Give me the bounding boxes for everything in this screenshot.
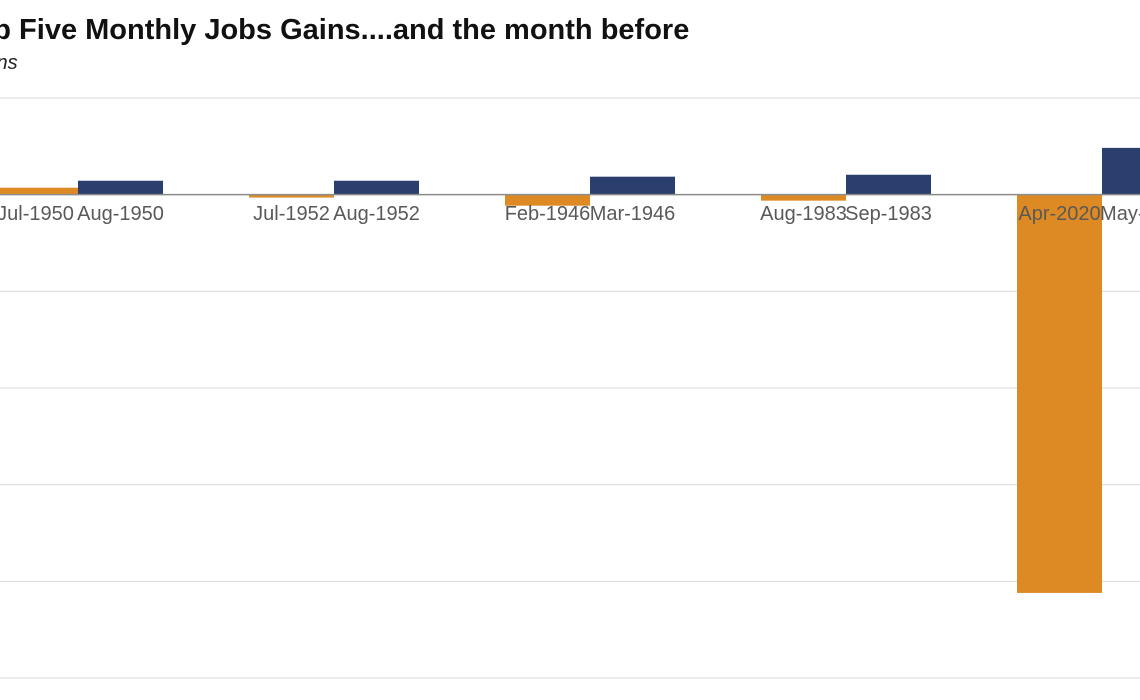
labels: Jul-1950 Aug-1950 Jul-1952 Aug-1952 Feb-1946… (0, 203, 1140, 225)
bar (334, 180, 419, 195)
bars (0, 147, 1140, 593)
chart-subtitle: Millions (0, 52, 18, 74)
x-tick-label: Apr-2020 (1018, 203, 1101, 225)
chart-title: Top Five Monthly Jobs Gains....and the m… (0, 14, 689, 46)
x-tick-label-box: Apr-2020 (1018, 203, 1101, 225)
bar (0, 187, 78, 195)
x-tick-label: Mar-1946 (589, 203, 676, 225)
bar (1102, 147, 1140, 195)
x-tick-label-box: Aug-1983 (760, 203, 847, 225)
x-tick-label-box: Jul-1952 (253, 203, 330, 225)
bar (249, 194, 334, 198)
bar (846, 174, 931, 195)
x-tick-label: May-2020 (1100, 203, 1140, 225)
x-tick-label: Sep-1983 (845, 203, 932, 225)
bar (761, 194, 846, 201)
bar (78, 180, 163, 195)
x-tick-label: Aug-1950 (77, 203, 164, 225)
x-tick-label-box: Feb-1946 (504, 203, 591, 225)
x-tick-label-box: Aug-1950 (77, 203, 164, 225)
x-tick-label: Jul-1950 (0, 203, 74, 225)
x-tick-label-box: Aug-1952 (333, 203, 420, 225)
x-tick-label: Aug-1983 (760, 203, 847, 225)
x-tick-label-box: Sep-1983 (845, 203, 932, 225)
x-tick-label: Aug-1952 (333, 203, 420, 225)
bar (505, 194, 590, 206)
x-tick-label-box: Jul-1950 (0, 203, 74, 225)
x-tick-label: Jul-1952 (253, 203, 330, 225)
x-tick-label: Feb-1946 (504, 203, 591, 225)
x-tick-label-box: Mar-1946 (589, 203, 676, 225)
bar (1017, 194, 1102, 593)
bar (590, 176, 675, 195)
x-tick-label-box: May-2020 (1100, 203, 1140, 225)
